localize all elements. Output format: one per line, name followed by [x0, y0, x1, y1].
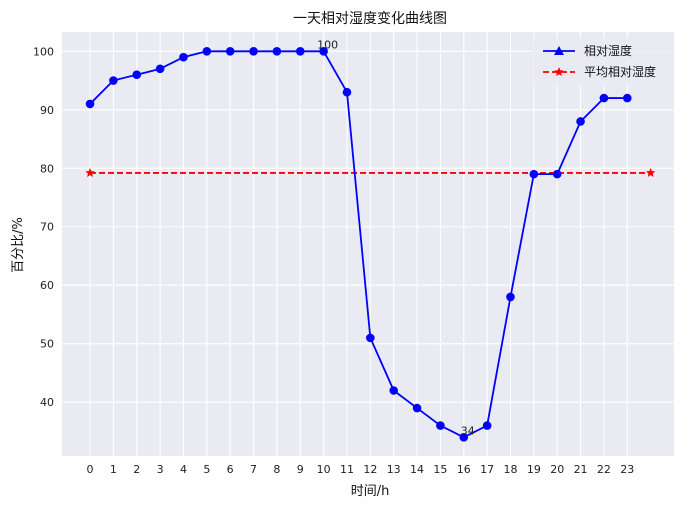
average-star-point [645, 167, 656, 177]
humidity-data-point [342, 87, 352, 97]
grid [62, 32, 674, 456]
humidity-data-point [366, 333, 375, 343]
y-tick-label: 50 [40, 338, 54, 351]
humidity-data-point [482, 421, 492, 430]
y-tick-label: 90 [40, 104, 54, 117]
humidity-data-point [85, 99, 95, 109]
humidity-data-point [249, 46, 258, 56]
chart-title: 一天相对湿度变化曲线图 [293, 11, 447, 27]
humidity-data-point [132, 70, 142, 79]
y-tick-label: 100 [33, 45, 54, 58]
legend-star-icon [554, 67, 564, 77]
x-tick-label: 11 [340, 463, 354, 476]
x-tick-label: 2 [133, 463, 140, 476]
x-tick-label: 20 [550, 463, 564, 476]
x-tick-label: 5 [203, 463, 210, 476]
humidity-data-point [552, 169, 562, 179]
humidity-data-point [225, 46, 235, 56]
humidity-data-point [109, 76, 118, 85]
average-star-point [85, 167, 95, 177]
data-annotation: 34 [461, 424, 475, 437]
x-tick-label: 22 [597, 463, 611, 476]
humidity-data-point [506, 292, 515, 302]
y-tick-label: 70 [40, 221, 54, 234]
x-tick-label: 16 [457, 463, 471, 476]
humidity-data-point [272, 46, 282, 56]
x-tick-label: 13 [387, 463, 401, 476]
humidity-data-point [576, 117, 585, 126]
x-tick-label: 0 [87, 463, 94, 476]
x-tick-label: 17 [480, 463, 494, 476]
x-axis-ticks: 0 1 2 3 4 5 6 7 8 9 10 11 12 13 14 15 16 17 18 19 20 21 22 23 [87, 463, 635, 476]
x-tick-label: 6 [227, 463, 234, 476]
y-tick-label: 60 [40, 279, 54, 292]
y-axis-ticks: 40 50 60 70 80 90 100 [33, 45, 54, 409]
humidity-data-point [459, 432, 469, 442]
x-tick-label: 23 [620, 463, 634, 476]
x-tick-label: 18 [503, 463, 517, 476]
x-tick-label: 1 [110, 463, 117, 476]
humidity-data-point [179, 52, 188, 62]
humidity-data-point [389, 386, 398, 395]
legend-box [532, 38, 674, 86]
x-tick-label: 12 [363, 463, 377, 476]
humidity-data-point [155, 64, 165, 74]
humidity-data-point [436, 421, 445, 430]
humidity-data-point [529, 169, 539, 179]
x-tick-label: 4 [180, 463, 187, 476]
x-tick-label: 15 [433, 463, 447, 476]
y-tick-label: 40 [40, 396, 54, 409]
x-tick-label: 3 [157, 463, 164, 476]
legend-star-shape [554, 67, 564, 77]
x-axis-label: 时间/h [351, 484, 390, 499]
humidity-data-point [599, 93, 609, 103]
x-tick-label: 14 [410, 463, 424, 476]
humidity-data-point [622, 93, 632, 103]
humidity-data-point [412, 403, 422, 413]
series-layer [85, 46, 656, 442]
data-annotation: 100 [317, 38, 338, 51]
x-tick-label: 9 [297, 463, 304, 476]
x-tick-label: 7 [250, 463, 257, 476]
legend-label-average: 平均相对湿度 [584, 64, 656, 79]
x-tick-label: 8 [273, 463, 280, 476]
humidity-data-point [319, 46, 328, 56]
humidity-data-point [295, 46, 305, 56]
legend: 相对湿度 平均相对湿度 [532, 38, 674, 86]
x-tick-label: 10 [317, 463, 331, 476]
x-tick-label: 19 [527, 463, 541, 476]
legend-label-humidity: 相对湿度 [584, 43, 632, 58]
plot-area [62, 32, 674, 456]
x-tick-label: 21 [574, 463, 588, 476]
annotations: 100 34 [317, 38, 475, 437]
y-axis-label: 百分比/% [11, 217, 26, 273]
legend-triangle-icon [554, 46, 564, 55]
y-tick-label: 80 [40, 162, 54, 175]
humidity-data-point [202, 46, 212, 56]
